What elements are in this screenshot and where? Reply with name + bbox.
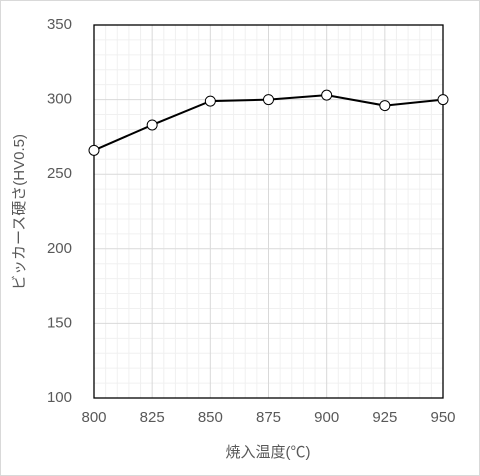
y-tick-label: 150 [47,314,72,331]
y-axis-title: ビッカース硬さ(HV0.5) [11,134,28,290]
x-tick-label: 925 [372,409,397,426]
y-tick-label: 250 [47,165,72,182]
data-point [263,94,274,106]
x-tick-label: 950 [430,409,455,426]
data-point [204,95,216,107]
y-tick-label: 300 [47,91,72,108]
x-axis-title: 焼入温度(℃) [226,444,311,461]
y-tick-label: 350 [47,16,72,33]
x-tick-label: 900 [314,409,339,426]
data-point [321,89,333,101]
data-point [379,100,391,112]
x-tick-label: 800 [81,409,106,426]
x-tick-label: 850 [198,409,223,426]
x-tick-label: 875 [256,409,281,426]
y-tick-label: 200 [47,240,72,257]
x-tick-label: 825 [140,409,165,426]
y-tick-label: 100 [47,389,72,406]
data-point [146,119,158,131]
data-point [437,94,449,106]
data-point [88,144,100,156]
plot-border [93,24,444,399]
